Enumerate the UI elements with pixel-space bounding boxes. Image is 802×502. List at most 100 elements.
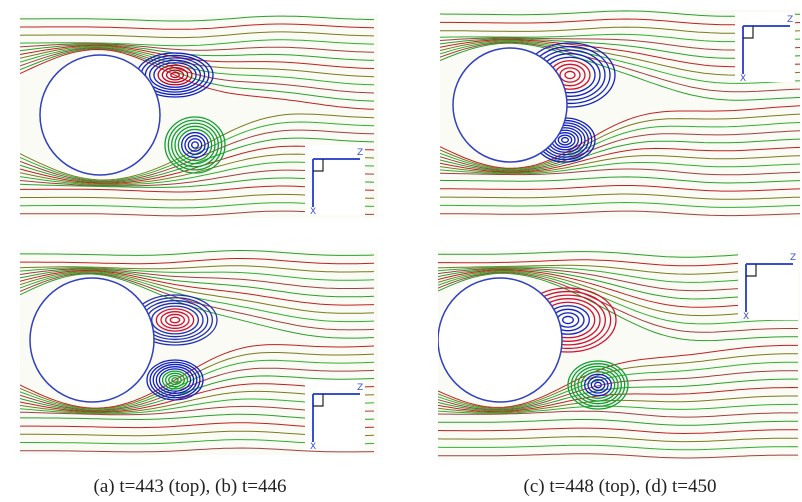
vortex-ring [587, 376, 609, 394]
axis-box [738, 250, 798, 320]
streamline [440, 155, 800, 174]
streamline [20, 121, 375, 182]
axis-mark [746, 264, 757, 277]
streamline [20, 113, 375, 181]
vortex-ring [181, 131, 209, 159]
streamline [440, 168, 800, 176]
vortex-ring [187, 138, 203, 152]
vortex-ring [165, 372, 185, 388]
streamline [20, 43, 375, 53]
streamline [438, 410, 798, 418]
vortex-ring [561, 136, 569, 144]
vortex-ring [161, 67, 189, 83]
streamline [438, 403, 798, 414]
streamline [20, 269, 375, 298]
streamline [20, 219, 374, 223]
vortex-ring [557, 134, 573, 146]
streamline [20, 47, 375, 94]
streamline [20, 129, 375, 183]
streamline [438, 436, 798, 443]
streamline [20, 270, 375, 314]
streamline [20, 447, 375, 453]
streamline [438, 419, 798, 426]
axis-mark [743, 26, 754, 39]
axis-box [735, 12, 795, 82]
streamline [20, 48, 375, 102]
caption: (a) t=443 (top), (b) t=446 [94, 476, 287, 497]
streamline [440, 220, 800, 224]
streamline-panel: ZX [20, 250, 378, 461]
axis-box [305, 145, 365, 215]
streamline [20, 269, 375, 306]
vortex-ring [170, 71, 180, 79]
vortex-ring [577, 368, 619, 402]
streamline [440, 185, 800, 192]
streamline [440, 113, 800, 170]
streamline [438, 427, 798, 435]
streamline [20, 23, 375, 30]
vortex-ring [165, 313, 185, 327]
vortex-ring [152, 363, 198, 397]
vortex-ring [564, 70, 576, 80]
vortex-ring [574, 365, 622, 405]
streamline [440, 176, 800, 184]
cylinder [438, 277, 563, 403]
axis-x-label: X [740, 74, 746, 84]
streamline [20, 457, 374, 461]
vortex-ring [174, 125, 216, 165]
vortex-ring [160, 311, 190, 329]
streamline-panel: ZX [440, 10, 800, 224]
streamline [20, 15, 375, 22]
streamline [440, 122, 800, 171]
streamline [20, 273, 375, 339]
streamline [438, 344, 798, 408]
axis-x-label: X [310, 442, 316, 452]
vortex-ring [165, 69, 185, 81]
axis-x-label: X [310, 207, 316, 217]
axis-z-label: Z [357, 383, 363, 393]
streamlines: ZX [438, 250, 799, 459]
cylinder [29, 277, 155, 403]
vortex-ring [184, 135, 206, 155]
streamline [440, 138, 800, 172]
vortex-ring [161, 370, 189, 390]
vortex-ring [169, 316, 181, 324]
streamline [440, 210, 800, 217]
streamline [20, 31, 375, 39]
streamline [20, 39, 375, 47]
vortex-ring [149, 361, 201, 399]
streamline [438, 271, 798, 333]
vortex-ring [151, 305, 199, 335]
streamline [438, 272, 798, 342]
streamline-panel: ZX [438, 250, 800, 460]
vortex-ring [149, 59, 201, 91]
streamline [20, 46, 375, 86]
axis-mark [313, 159, 324, 172]
streamline [20, 268, 375, 289]
streamline [20, 265, 375, 273]
streamline [20, 258, 375, 265]
streamline-panel: ZX [20, 15, 378, 223]
streamline [20, 267, 375, 281]
vortex-ring [153, 62, 197, 88]
streamline [438, 271, 798, 325]
axis-box [305, 380, 365, 450]
vortex-ring [562, 315, 574, 325]
streamline [20, 137, 375, 183]
streamline [20, 48, 375, 110]
streamlines: ZX [20, 250, 375, 461]
vortex-ring [580, 371, 616, 399]
streamlines: ZX [20, 15, 375, 223]
streamline [438, 453, 798, 459]
streamline [440, 162, 800, 175]
streamline [440, 105, 800, 169]
vortex-ring [171, 122, 219, 168]
vortex-ring [146, 359, 204, 401]
streamline [440, 42, 800, 101]
streamline [20, 272, 375, 331]
axis-x-label: X [743, 312, 749, 322]
streamline [438, 444, 799, 451]
axis-z-label: Z [357, 148, 363, 158]
